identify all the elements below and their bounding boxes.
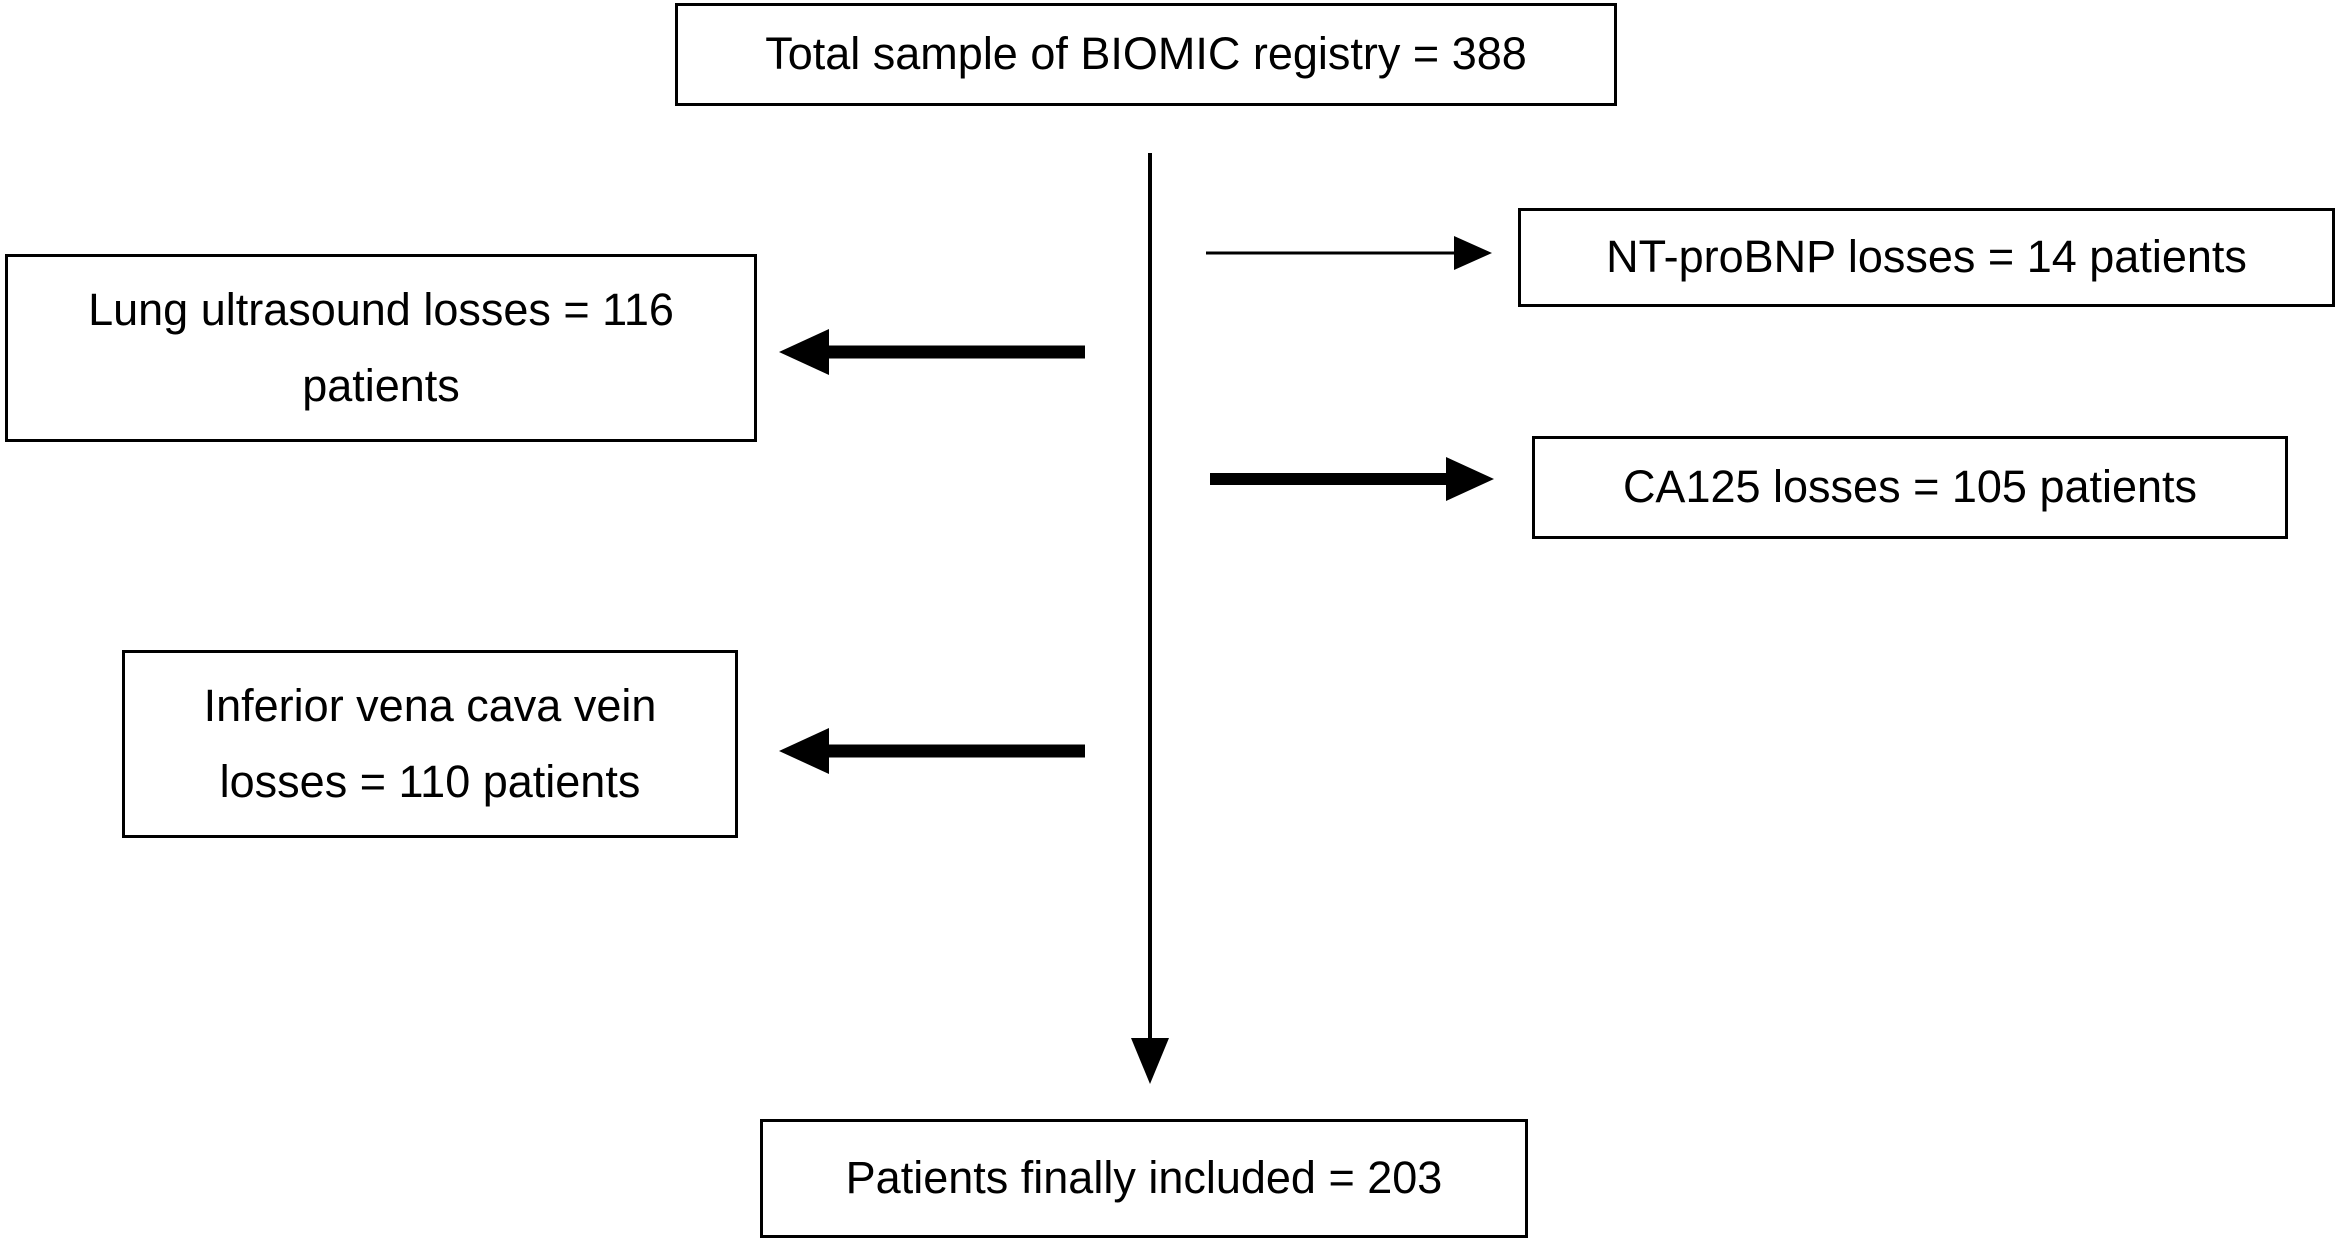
arrow-to-lung-ultrasound-box: [779, 329, 1085, 375]
box-ca125-losses-label: CA125 losses = 105 patients: [1622, 461, 2198, 513]
arrow-to-nt-probnp-box: [1206, 236, 1492, 270]
box-lung-ultrasound-losses-line2: patients: [302, 360, 460, 411]
box-ivc-losses: Inferior vena cava vein losses = 110 pat…: [122, 650, 738, 838]
box-lung-ultrasound-losses: Lung ultrasound losses = 116 patients: [5, 254, 757, 442]
box-ivc-losses-line2: losses = 110 patients: [219, 756, 641, 807]
main-vertical-arrow: [1131, 153, 1169, 1084]
box-total-sample: Total sample of BIOMIC registry = 388: [675, 3, 1617, 106]
box-total-sample-label: Total sample of BIOMIC registry = 388: [765, 28, 1527, 80]
box-patients-finally-included: Patients finally included = 203: [760, 1119, 1528, 1238]
box-nt-probnp-losses: NT-proBNP losses = 14 patients: [1518, 208, 2335, 307]
arrow-to-ivc-box: [779, 728, 1085, 774]
box-ivc-losses-line1: Inferior vena cava vein: [203, 679, 657, 731]
box-nt-probnp-losses-label: NT-proBNP losses = 14 patients: [1606, 231, 2247, 283]
box-ca125-losses: CA125 losses = 105 patients: [1532, 436, 2288, 539]
arrow-to-ca125-box: [1210, 457, 1494, 501]
box-lung-ultrasound-losses-line1: Lung ultrasound losses = 116: [88, 283, 674, 335]
box-patients-finally-included-label: Patients finally included = 203: [845, 1152, 1443, 1204]
